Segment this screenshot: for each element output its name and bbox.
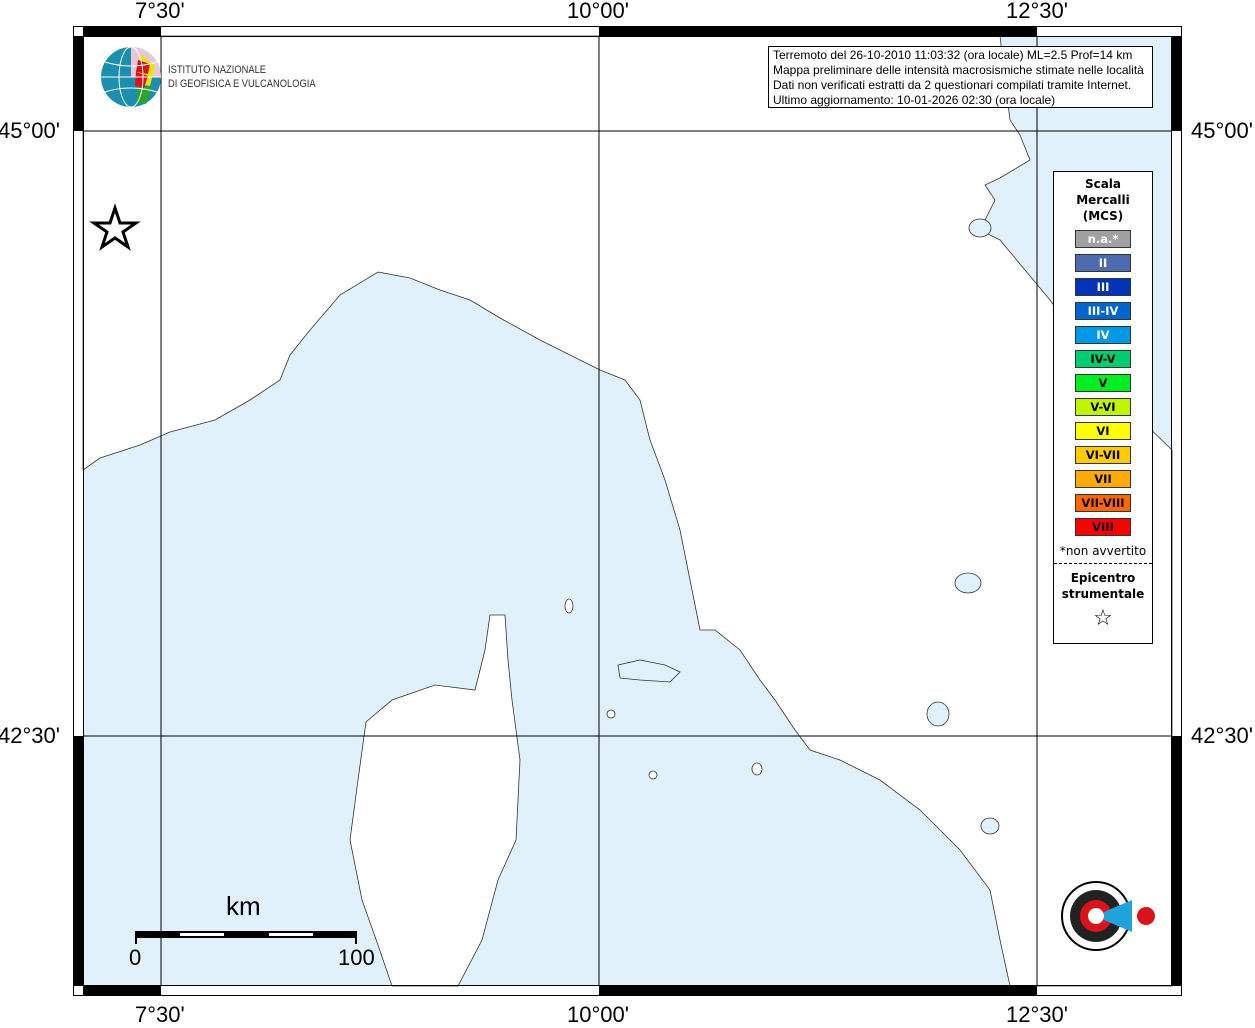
lake bbox=[954, 572, 982, 594]
frame-segments bbox=[73, 26, 1182, 996]
legend-swatch: VIII bbox=[1075, 518, 1131, 536]
event-info-box: Terremoto del 26-10-2010 11:03:32 (ora l… bbox=[768, 46, 1153, 108]
legend-swatch: IV bbox=[1075, 326, 1131, 344]
scale-unit: km bbox=[226, 891, 261, 921]
lat-tick-right: 45°00' bbox=[1191, 118, 1253, 143]
data-note: Dati non verificati estratti da 2 questi… bbox=[773, 78, 1132, 92]
island bbox=[751, 762, 763, 776]
legend-swatch: III bbox=[1075, 278, 1131, 296]
globe-icon bbox=[101, 46, 161, 108]
lon-tick-top: 10°00' bbox=[567, 0, 629, 23]
legend-note: *non avvertito bbox=[1059, 544, 1147, 558]
epicenter-star-icon bbox=[89, 203, 141, 251]
lon-tick-top: 12°30' bbox=[1006, 0, 1068, 23]
lon-tick-bottom: 12°30' bbox=[1006, 1002, 1068, 1027]
lake bbox=[980, 817, 1000, 835]
lon-tick-top: 7°30' bbox=[135, 0, 185, 23]
legend-swatch: III-IV bbox=[1075, 302, 1131, 320]
legend-swatch: n.a.* bbox=[1075, 230, 1131, 248]
legend-swatch: V-VI bbox=[1075, 398, 1131, 416]
legend-swatch: VII bbox=[1075, 470, 1131, 488]
legend-title: Scala bbox=[1084, 177, 1122, 191]
legend-swatch: VII-VIII bbox=[1075, 494, 1131, 512]
island bbox=[564, 598, 574, 614]
legend-swatch: II bbox=[1075, 254, 1131, 272]
legend-swatch: VI bbox=[1075, 422, 1131, 440]
legend-divider bbox=[1054, 563, 1152, 564]
lake bbox=[968, 218, 992, 238]
ingv-name-line2: DI GEOFISICA E VULCANOLOGIA bbox=[168, 78, 316, 90]
legend-swatch: V bbox=[1075, 374, 1131, 392]
lon-tick-bottom: 7°30' bbox=[135, 1002, 185, 1027]
mcs-legend: Scala Mercalli (MCS) n.a.* II III III-IV IV I… bbox=[1053, 171, 1153, 644]
scale-max: 100 bbox=[338, 945, 375, 970]
legend-swatch: VI-VII bbox=[1075, 446, 1131, 464]
island bbox=[606, 709, 616, 719]
star-icon: ☆ bbox=[1093, 606, 1113, 631]
ingv-name-line1: ISTITUTO NAZIONALE bbox=[168, 64, 267, 76]
scale-bar bbox=[135, 931, 357, 944]
island bbox=[648, 770, 658, 780]
lon-tick-bottom: 10°00' bbox=[567, 1002, 629, 1027]
map-description: Mappa preliminare delle intensità macros… bbox=[773, 63, 1144, 77]
epicenter-label: strumentale bbox=[1061, 587, 1145, 601]
lake bbox=[926, 701, 950, 727]
lat-tick-left: 45°00' bbox=[0, 118, 60, 143]
legend-title: (MCS) bbox=[1082, 209, 1124, 223]
legend-swatch: IV-V bbox=[1075, 350, 1131, 368]
last-update: Ultimo aggiornamento: 10-01-2026 02:30 (… bbox=[773, 93, 1056, 107]
epicenter-label: Epicentro bbox=[1070, 571, 1136, 585]
legend-title: Mercalli bbox=[1076, 193, 1130, 207]
inner-frame bbox=[83, 36, 1172, 986]
hst-logo bbox=[1061, 881, 1155, 951]
lat-tick-right: 42°30' bbox=[1191, 723, 1253, 748]
scale-min: 0 bbox=[129, 945, 142, 970]
elba-island bbox=[617, 659, 681, 683]
corsica bbox=[349, 614, 521, 987]
graticule bbox=[83, 36, 1172, 986]
lat-tick-left: 42°30' bbox=[0, 723, 60, 748]
ingv-logo: ISTITUTO NAZIONALE DI GEOFISICA E VULCAN… bbox=[100, 46, 316, 110]
event-line: Terremoto del 26-10-2010 11:03:32 (ora l… bbox=[773, 48, 1133, 62]
